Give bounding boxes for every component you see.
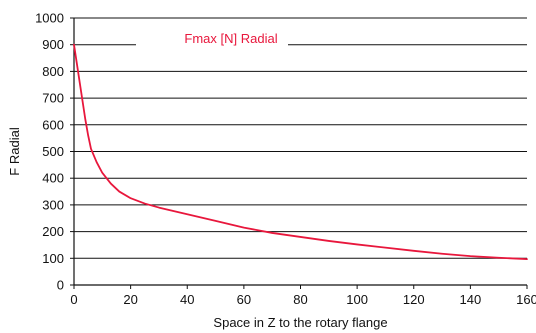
axes [70,17,528,289]
y-tick-label-300: 300 [42,197,64,212]
y-tick-label-900: 900 [42,37,64,52]
y-tick-label-200: 200 [42,224,64,239]
y-tick-label-1000: 1000 [35,11,64,26]
x-tick-label-140: 140 [460,292,482,307]
legend-label: Fmax [N] Radial [184,31,277,46]
grid-lines [74,17,527,259]
x-tick-label-100: 100 [346,292,368,307]
y-tick-label-0: 0 [57,278,64,293]
y-tick-label-100: 100 [42,251,64,266]
x-tick-label-40: 40 [180,292,194,307]
y-tick-label-500: 500 [42,144,64,159]
x-tick-label-160: 160 [516,292,536,307]
y-tick-label-800: 800 [42,64,64,79]
x-tick-labels: 0 20 40 60 80 100 120 140 160 [70,292,536,307]
legend: Fmax [N] Radial [184,31,277,46]
series-line-0 [73,43,528,260]
x-tick-label-120: 120 [403,292,425,307]
y-tick-label-400: 400 [42,171,64,186]
x-axis-title: Space in Z to the rotary flange [213,315,387,330]
series-lines [73,43,528,260]
x-tick-label-60: 60 [237,292,251,307]
y-axis-title: F Radial [7,127,22,176]
y-tick-label-700: 700 [42,91,64,106]
x-tick-label-80: 80 [293,292,307,307]
x-tick-label-0: 0 [70,292,77,307]
y-tick-label-600: 600 [42,117,64,132]
y-tick-labels: 0 100 200 300 400 500 600 700 800 900 1000 [35,11,64,293]
x-tick-label-20: 20 [123,292,137,307]
